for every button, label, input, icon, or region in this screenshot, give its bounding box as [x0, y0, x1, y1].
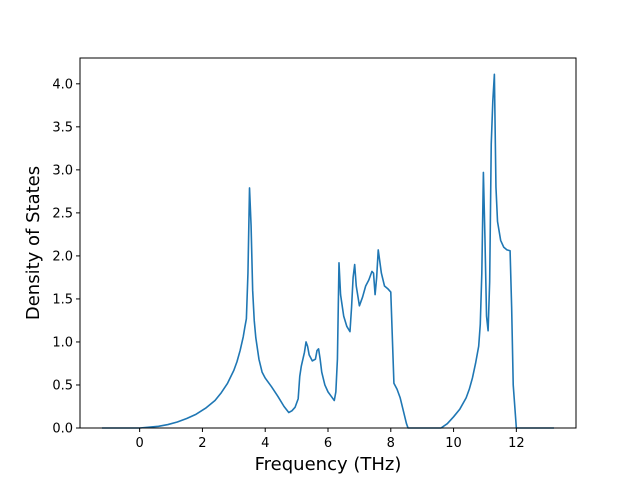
x-axis-label: Frequency (THz) — [255, 454, 402, 475]
y-tick-label: 1.5 — [52, 292, 73, 307]
y-tick-label: 0.5 — [52, 378, 73, 393]
y-axis-ticks: 0.0 0.5 1.0 1.5 2.0 2.5 3.0 3.5 4.0 — [52, 77, 80, 437]
y-tick-label: 4.0 — [52, 77, 73, 92]
y-tick-label: 3.0 — [52, 163, 73, 178]
plot-area — [101, 73, 555, 429]
dos-series-line — [101, 73, 555, 429]
x-tick-label: 8 — [387, 436, 395, 451]
x-tick-label: 0 — [136, 436, 144, 451]
x-axis-ticks: 0 2 4 6 8 10 12 — [136, 428, 525, 451]
y-tick-label: 2.0 — [52, 249, 73, 264]
x-tick-label: 10 — [445, 436, 462, 451]
y-axis-label: Density of States — [23, 166, 44, 320]
x-tick-label: 12 — [508, 436, 525, 451]
x-tick-label: 6 — [324, 436, 332, 451]
y-tick-label: 1.0 — [52, 335, 73, 350]
y-tick-label: 0.0 — [52, 422, 73, 437]
x-tick-label: 2 — [198, 436, 206, 451]
y-tick-label: 3.5 — [52, 120, 73, 135]
y-tick-label: 2.5 — [52, 206, 73, 221]
x-tick-label: 4 — [261, 436, 269, 451]
